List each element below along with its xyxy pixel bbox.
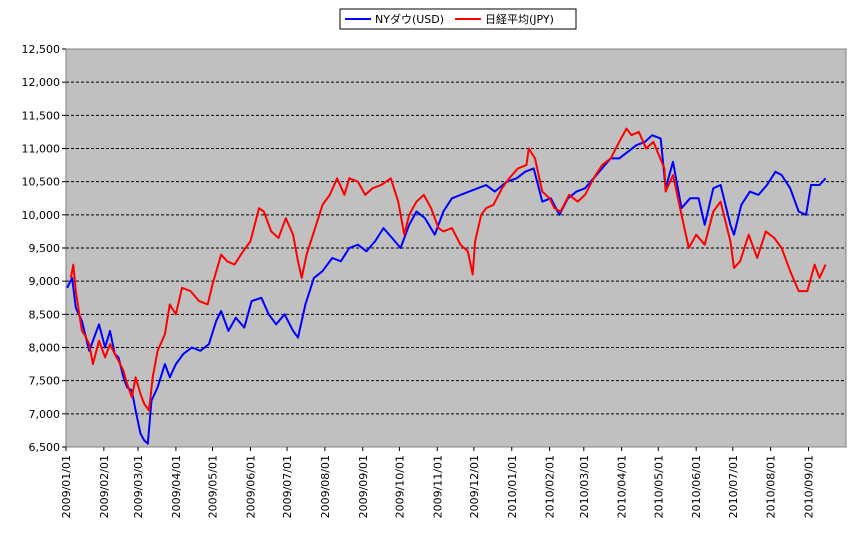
series-line-nydow [66, 134, 827, 445]
x-tick-label: 2010/05/01 [652, 455, 665, 518]
x-tick-label: 2010/03/01 [578, 455, 591, 518]
x-tick-label: 2009/04/01 [170, 455, 183, 518]
y-tick-label: 8,500 [29, 308, 61, 321]
y-tick-label: 10,500 [22, 176, 61, 189]
x-tick-label: 2010/09/01 [803, 455, 816, 518]
x-tick-label: 2009/12/01 [468, 455, 481, 518]
x-tick-label: 2009/01/01 [60, 455, 73, 518]
y-tick-label: 11,000 [22, 143, 61, 156]
x-tick-label: 2009/03/01 [132, 455, 145, 518]
x-tick-label: 2010/02/01 [544, 455, 557, 518]
series-layer [66, 127, 827, 445]
x-tick-label: 2009/11/01 [431, 455, 444, 518]
x-tick-label: 2009/10/01 [393, 455, 406, 518]
grid-lines [66, 81, 846, 415]
y-tick-label: 12,500 [22, 43, 61, 56]
y-tick-label: 11,500 [22, 109, 61, 122]
x-tick-label: 2009/08/01 [319, 455, 332, 518]
x-tick-label: 2010/04/01 [616, 455, 629, 518]
x-tick-label: 2010/06/01 [690, 455, 703, 518]
y-tick-label: 10,000 [22, 209, 61, 222]
y-tick-label: 8,000 [29, 342, 61, 355]
x-tick-label: 2009/02/01 [98, 455, 111, 518]
y-tick-label: 12,000 [22, 76, 61, 89]
y-axis: 6,500 7,000 7,500 8,000 8,500 9,000 9,500 10,00… [22, 43, 66, 454]
x-tick-label: 2009/09/01 [357, 455, 370, 518]
x-tick-label: 2010/01/01 [506, 455, 519, 518]
x-tick-label: 2010/08/01 [765, 455, 778, 518]
x-tick-label: 2009/05/01 [207, 455, 220, 518]
y-tick-label: 7,000 [29, 408, 61, 421]
x-tick-label: 2009/07/01 [281, 455, 294, 518]
legend-label: NYダウ(USD) [375, 12, 444, 26]
legend-label: 日経平均(JPY) [485, 13, 554, 26]
y-tick-label: 9,000 [29, 275, 61, 288]
legend: NYダウ(USD) 日経平均(JPY) [339, 8, 577, 30]
x-axis: 2009/01/01 2009/02/01 2009/03/01 2009/04/01… [60, 447, 816, 518]
x-tick-label: 2009/06/01 [244, 455, 257, 518]
y-tick-label: 6,500 [29, 441, 61, 454]
series-line-nikkei [69, 127, 827, 412]
y-tick-label: 7,500 [29, 375, 61, 388]
x-tick-label: 2010/07/01 [727, 455, 740, 518]
y-tick-label: 9,500 [29, 242, 61, 255]
